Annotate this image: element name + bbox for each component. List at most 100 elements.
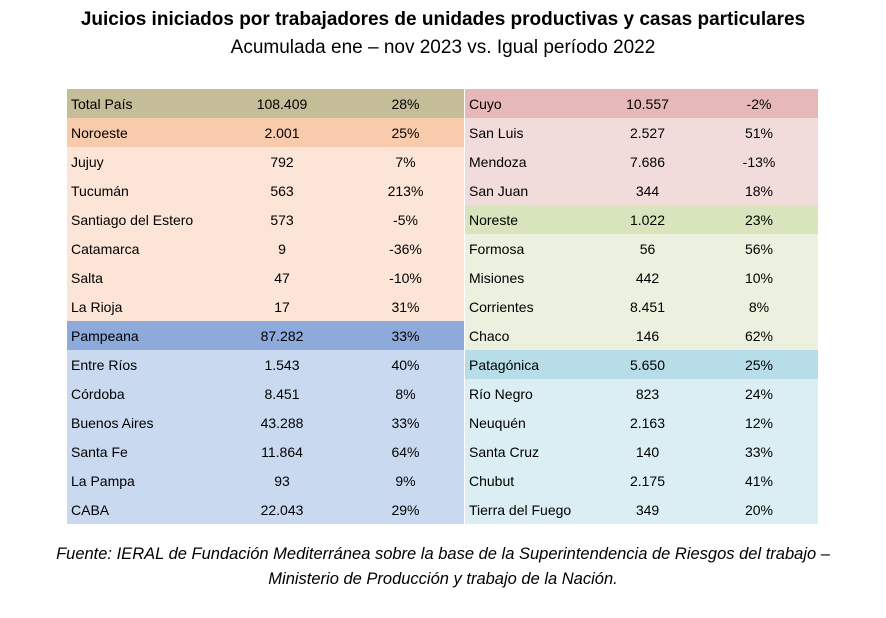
table-row: Río Negro 823 24% [465,379,818,408]
case-count: 93 [274,472,290,489]
case-count: 2.001 [264,124,300,141]
region-name: Noroeste [71,124,128,141]
region-name: Chaco [469,327,510,344]
region-name: Entre Ríos [71,356,138,373]
region-name: Total País [71,95,133,112]
region-name: Catamarca [71,240,140,257]
page-subtitle: Acumulada ene – nov 2023 vs. Igual perío… [230,37,656,58]
region-header-row: Cuyo 10.557 -2% [465,89,818,118]
source-line-1: Fuente: IERAL de Fundación Mediterránea … [56,545,830,563]
case-count: 349 [635,501,660,518]
table-row: Entre Ríos 1.543 40% [67,350,464,379]
region-name: Noreste [469,211,519,228]
region-name: Pampeana [71,327,139,344]
region-name: CABA [71,501,110,518]
region-name: San Juan [469,182,529,199]
region-name: Patagónica [469,356,540,373]
variation-percent: 8% [395,385,416,402]
variation-percent: 31% [391,298,420,315]
region-name: Tierra del Fuego [469,501,572,518]
variation-percent: 51% [744,124,774,141]
variation-percent: 40% [391,356,420,373]
case-count: 1.022 [629,211,666,228]
case-count: 43.288 [260,414,304,431]
variation-percent: 12% [744,414,774,431]
table-row: Misiones 442 10% [465,263,818,292]
variation-percent: 18% [744,182,774,199]
table-row: Corrientes 8.451 8% [465,292,818,321]
variation-percent: -10% [389,269,422,286]
region-name: Jujuy [71,153,104,170]
right-region-table: Cuyo 10.557 -2% San Luis 2.527 51% Mendoza 7.68… [465,89,818,524]
table-row: Tucumán 563 213% [67,176,464,205]
table-row: Tierra del Fuego 349 20% [465,495,818,524]
table-row: Santa Cruz 140 33% [465,437,818,466]
case-count: 11.864 [261,443,303,460]
table-row: Santiago del Estero 573 -5% [67,205,464,234]
case-count: 17 [274,298,290,315]
variation-percent: 29% [391,501,420,518]
case-count: 563 [270,182,294,199]
region-name: Santa Fe [71,443,128,460]
case-count: 146 [635,327,660,344]
region-name: Buenos Aires [71,414,154,431]
variation-percent: 23% [744,211,774,228]
case-count: 2.163 [629,414,666,431]
variation-percent: 33% [744,443,774,460]
case-count: 573 [270,211,294,228]
variation-percent: 24% [744,385,774,402]
table-row: Chubut 2.175 41% [465,466,818,495]
variation-percent: 7% [395,153,416,170]
variation-percent: 9% [395,472,416,489]
case-count: 47 [274,269,290,286]
region-name: Tucumán [71,182,129,199]
variation-percent: 64% [391,443,420,460]
table-row: Catamarca 9 -36% [67,234,464,263]
case-count: 823 [635,385,660,402]
table-row: Jujuy 792 7% [67,147,464,176]
case-count: 7.686 [629,153,666,170]
variation-percent: -13% [742,153,776,170]
region-name: La Pampa [71,472,135,489]
region-name: Santa Cruz [469,443,540,460]
table-row: Buenos Aires 43.288 33% [67,408,464,437]
table-row: Santa Fe 11.864 64% [67,437,464,466]
region-name: Córdoba [71,385,125,402]
region-name: Santiago del Estero [71,211,194,228]
region-name: Formosa [469,240,525,257]
case-count: 344 [635,182,660,199]
region-name: Río Negro [469,385,533,402]
case-count: 10.557 [626,95,669,112]
variation-percent: 28% [391,95,420,112]
region-name: Chubut [469,472,515,489]
variation-percent: 25% [391,124,420,141]
page-title: Juicios iniciados por trabajadores de un… [80,9,806,30]
region-name: La Rioja [71,298,123,315]
region-name: Neuquén [469,414,526,431]
variation-percent: -2% [746,95,772,112]
variation-percent: 25% [744,356,774,373]
variation-percent: 213% [387,182,424,199]
variation-percent: 33% [391,327,420,344]
case-count: 9 [278,240,286,257]
case-count: 2.175 [629,472,666,489]
left-region-table: Total País 108.409 28% Noroeste 2.001 25% Juju… [67,89,464,524]
case-count: 8.451 [264,385,300,402]
table-row: Córdoba 8.451 8% [67,379,464,408]
table-row: San Juan 344 18% [465,176,818,205]
variation-percent: -36% [389,240,422,257]
table-row: San Luis 2.527 51% [465,118,818,147]
region-name: San Luis [469,124,524,141]
table-row: Chaco 146 62% [465,321,818,350]
table-row: Neuquén 2.163 12% [465,408,818,437]
case-count: 5.650 [629,356,666,373]
region-name: Mendoza [469,153,527,170]
case-count: 792 [270,153,294,170]
variation-percent: 20% [744,501,774,518]
variation-percent: 62% [744,327,774,344]
variation-percent: 33% [391,414,420,431]
region-name: Corrientes [469,298,534,315]
variation-percent: 8% [748,298,770,315]
region-name: Salta [71,269,103,286]
region-header-row: Pampeana 87.282 33% [67,321,464,350]
